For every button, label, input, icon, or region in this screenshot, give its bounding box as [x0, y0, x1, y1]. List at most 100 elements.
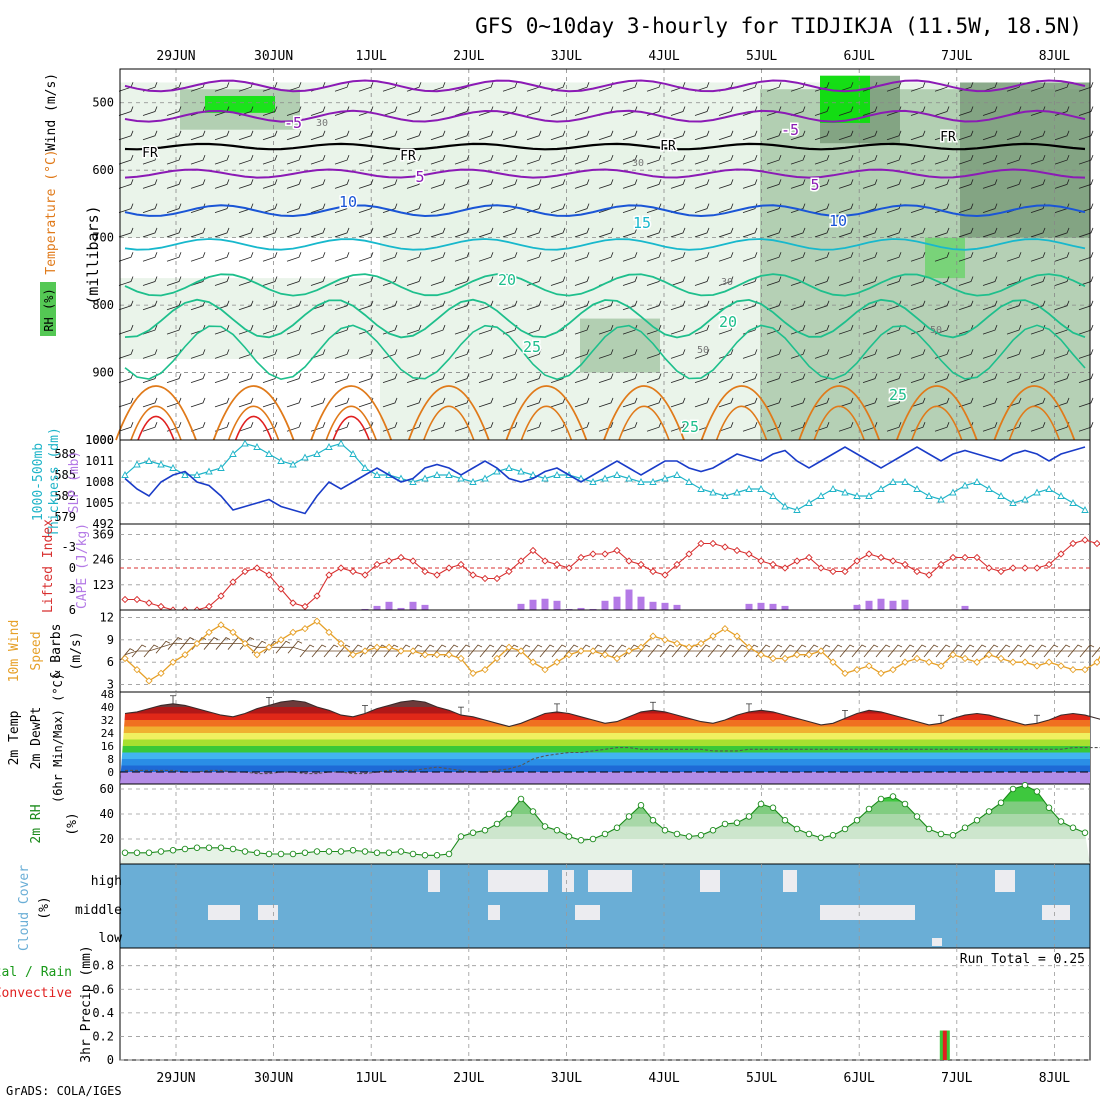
wind-barb	[958, 106, 974, 116]
wind-barb	[166, 422, 182, 432]
wind-barb	[622, 349, 638, 359]
wind-barb	[238, 397, 254, 408]
cape-bar	[625, 589, 633, 610]
slp-top-tick: 1000	[85, 433, 114, 447]
wind-barb	[742, 179, 758, 189]
rh-shade-band	[820, 75, 870, 123]
rh-marker	[865, 805, 873, 813]
wind-barb	[478, 154, 494, 165]
wind-barb	[262, 300, 278, 311]
wind-barb	[742, 422, 758, 432]
wind-barb	[262, 154, 278, 165]
wind-barb	[982, 154, 998, 165]
temperature-contour-label: -5	[781, 121, 799, 139]
wind-barb	[382, 227, 398, 238]
wind-barb	[814, 106, 830, 116]
wind-barb	[299, 644, 315, 658]
low-level-temp-arch	[798, 385, 881, 441]
wind-barb	[358, 106, 374, 116]
wind-barb	[262, 349, 278, 359]
thickness-marker	[169, 464, 177, 471]
thickness-marker	[121, 471, 129, 478]
rh-marker	[349, 847, 357, 854]
cape-tick-label: 246	[92, 553, 114, 567]
wind-barb	[982, 179, 998, 189]
wind-barb	[118, 106, 134, 116]
rh-marker	[697, 832, 705, 839]
wind-barb	[454, 179, 470, 189]
wind-barb	[526, 373, 542, 384]
wind-barb	[934, 82, 950, 92]
thickness-marker	[481, 474, 489, 482]
wind-barb	[430, 373, 446, 384]
wind-speed-marker	[505, 643, 513, 651]
wind-barb	[455, 644, 471, 658]
wind-speed-marker	[1081, 665, 1089, 674]
rh-marker	[505, 810, 513, 818]
lifted-index-marker	[1033, 564, 1041, 572]
wind-barb	[262, 203, 278, 214]
wind-barb	[142, 422, 158, 432]
low-level-temp-arch	[423, 405, 475, 441]
wind-barb	[742, 130, 758, 141]
cloud-level-label: high	[91, 874, 122, 889]
wind-barb	[190, 203, 206, 214]
wind-barb	[430, 422, 446, 432]
wind-barb	[646, 227, 662, 238]
pressure-tick-label: 900	[92, 366, 114, 380]
temperature-contour	[124, 168, 1086, 179]
wind-barb	[611, 644, 627, 658]
lifted-index-marker	[829, 567, 837, 576]
wind-barb	[574, 203, 590, 214]
wind-barb	[899, 644, 915, 658]
wind-barb	[310, 373, 326, 384]
wind-barb	[358, 324, 374, 335]
lifted-index-marker	[565, 564, 573, 572]
pressure-tick-label: 700	[92, 231, 114, 245]
precip-tick-label: 0.8	[92, 959, 114, 973]
chart-title: GFS 0~10day 3-hourly for TIDJIKJA (11.5W…	[475, 14, 1082, 38]
axis-title: (m/s)	[69, 631, 84, 670]
wind-barb	[166, 227, 182, 238]
wind-barb	[118, 203, 134, 214]
temperature-contour	[124, 273, 1086, 297]
wind-barb	[910, 252, 926, 262]
wind-barb	[406, 422, 422, 432]
wind-barb	[622, 130, 638, 141]
wind-barb	[1078, 227, 1094, 238]
top-date-label: 4JUL	[648, 49, 679, 64]
wind-barb	[934, 324, 950, 335]
wind-barb	[1030, 179, 1046, 189]
lifted-index-marker	[1081, 536, 1089, 544]
rh-marker	[529, 808, 537, 815]
li-tick-label: 6	[69, 603, 76, 617]
lifted-index-marker	[457, 560, 465, 569]
wind-barb	[934, 203, 950, 214]
wind-speed-marker	[121, 654, 129, 663]
wind-barb	[670, 130, 686, 141]
lifted-index-marker	[577, 553, 585, 562]
wind-barb	[766, 154, 782, 165]
low-level-temp-arch	[993, 385, 1076, 441]
thickness-marker	[829, 485, 837, 492]
wind-barb	[430, 324, 446, 335]
cloud-block	[588, 870, 632, 892]
bottom-date-label: 3JUL	[551, 1071, 582, 1086]
wind-barb	[694, 130, 710, 141]
lower-panels: 1005100810115795825855881000492-30363692…	[54, 433, 1100, 1067]
precip-tick-label: 0.2	[92, 1029, 114, 1043]
wind-barb	[550, 154, 566, 165]
wind-speed-marker	[673, 639, 681, 648]
wind-barb	[166, 324, 182, 335]
rh-marker	[205, 844, 213, 852]
cape-bar	[745, 603, 753, 610]
wind-barb	[886, 227, 902, 238]
rh-marker	[709, 827, 717, 834]
axis-title: (%)	[65, 812, 80, 835]
wind-speed-marker	[937, 662, 945, 670]
wind-barb	[839, 644, 855, 658]
thickness-marker	[625, 474, 633, 482]
wind-speed-marker	[553, 658, 561, 666]
wind-barb	[958, 179, 974, 189]
bottom-date-axis: 29JUN 30JUN 1JUL 2JUL 3JUL 4JUL 5JUL 6JUL 7JUL 8J…	[156, 1071, 1070, 1086]
